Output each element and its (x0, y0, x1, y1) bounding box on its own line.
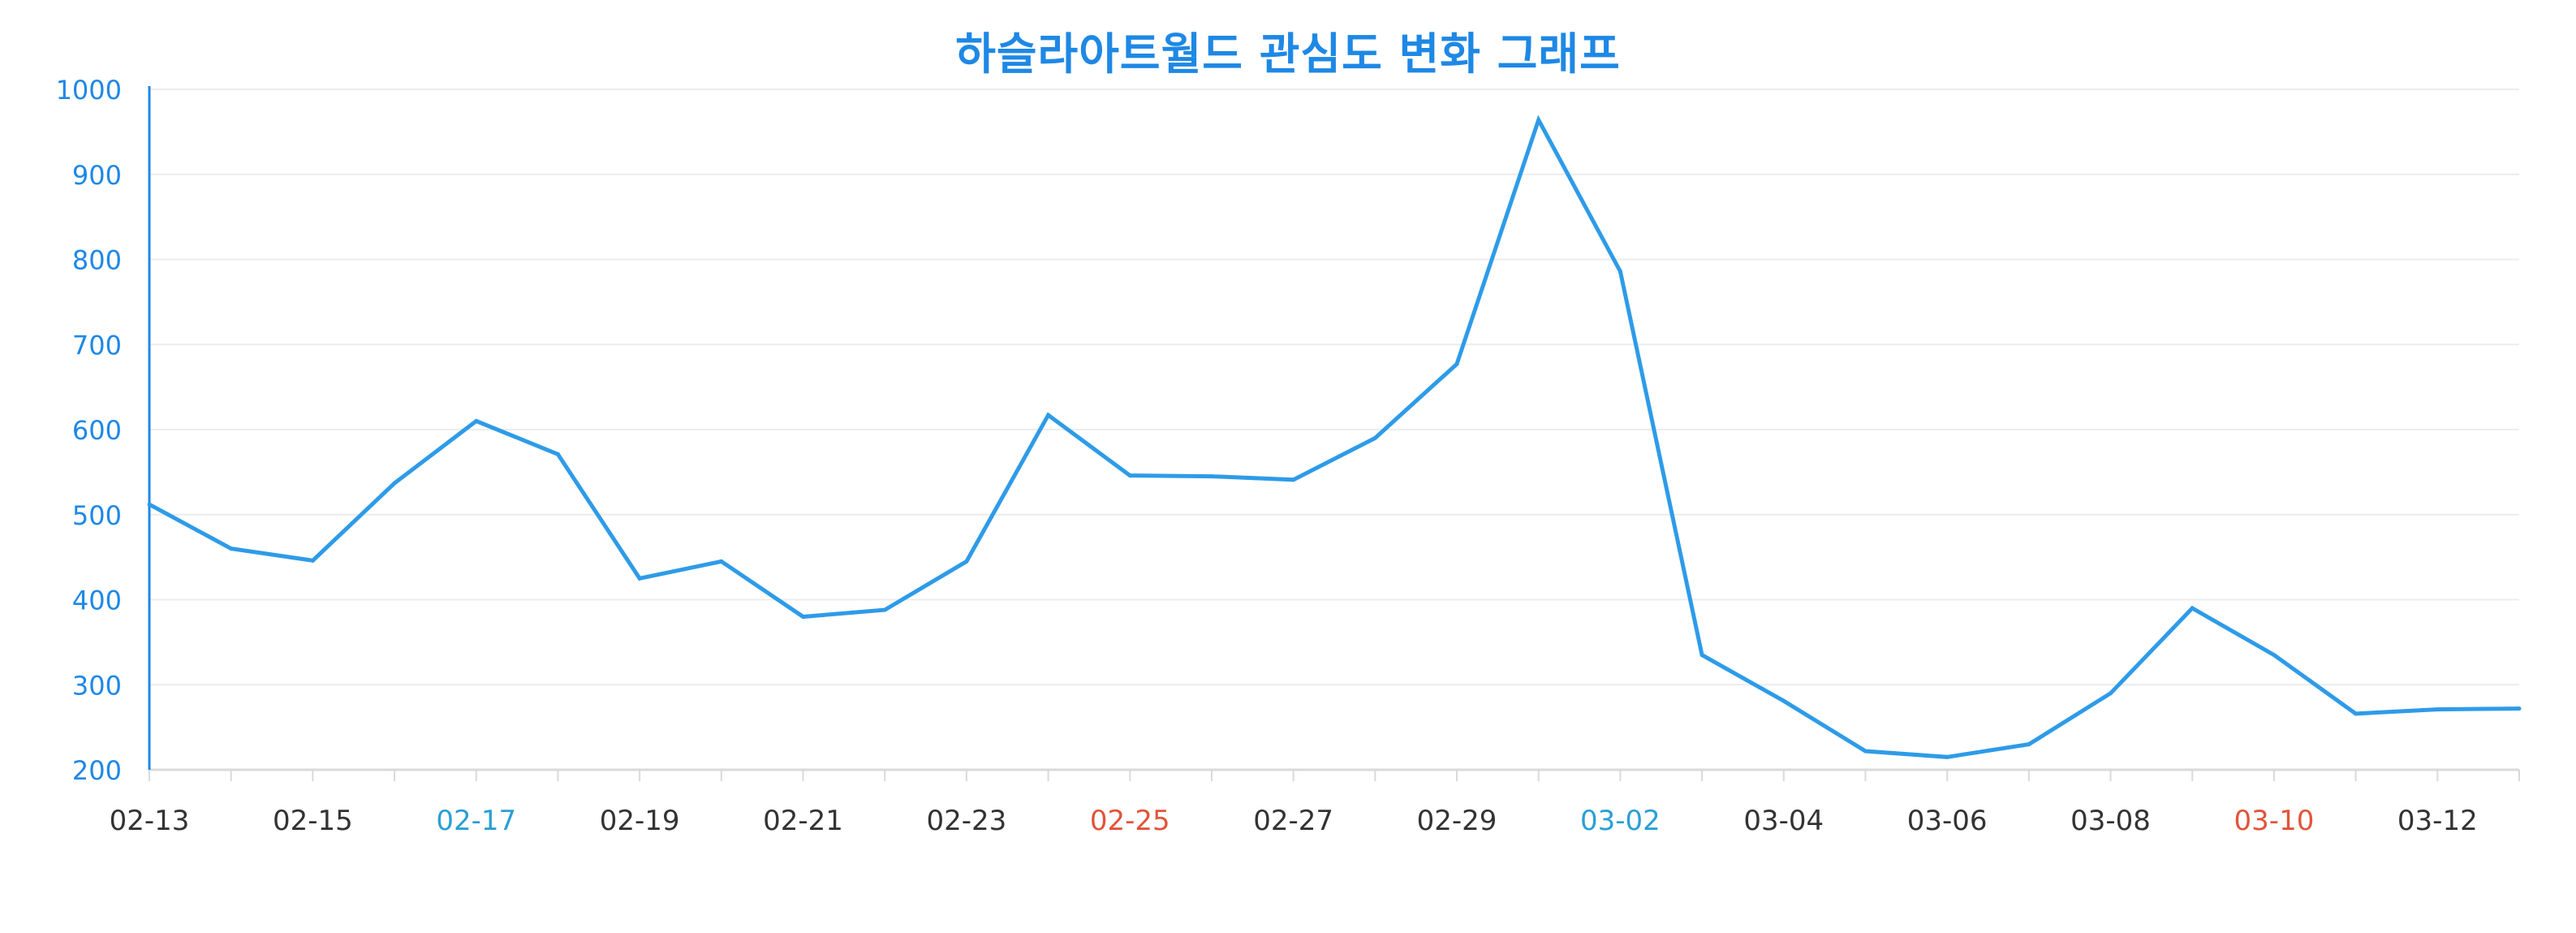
y-tick-label: 500 (72, 500, 122, 531)
y-tick-label: 900 (72, 160, 122, 191)
x-tick-label: 02-23 (926, 805, 1006, 837)
x-tick-labels: 02-13 02-15 02-17 02-19 02-21 02-23 02-25 02-27… (110, 805, 2478, 837)
data-point (801, 614, 806, 619)
y-tick-label: 400 (72, 585, 122, 616)
data-point (1618, 269, 1622, 274)
data-point (637, 576, 642, 581)
data-point (1781, 698, 1786, 703)
x-tick-label: 02-29 (1417, 805, 1497, 837)
y-tick-label: 600 (72, 415, 122, 446)
data-point (1536, 118, 1541, 123)
data-point (1291, 477, 1296, 482)
series-layer (147, 114, 2522, 759)
x-tick-label: 03-04 (1743, 805, 1824, 837)
x-tick-label: 02-27 (1253, 805, 1333, 837)
x-tick-label: 02-25 (1090, 805, 1170, 837)
y-tick-label: 1000 (56, 75, 122, 106)
x-tick-label: 02-19 (600, 805, 680, 837)
y-tick-labels: 200 300 400 500 600 700 800 900 1000 (56, 75, 122, 786)
data-point (1699, 653, 1704, 658)
data-point (310, 558, 315, 563)
x-tick-label: 02-17 (436, 805, 516, 837)
data-point (1209, 474, 1214, 479)
data-point (1127, 473, 1132, 478)
data-point (147, 502, 152, 507)
data-point (555, 451, 560, 456)
data-point (2354, 711, 2358, 716)
data-point (1046, 413, 1051, 417)
data-point (2109, 691, 2113, 696)
data-point (2517, 706, 2522, 711)
series-line (148, 114, 2520, 759)
axes (148, 86, 2520, 781)
data-point (1863, 749, 1867, 754)
chart-title: 하슬라아트월드 관심도 변화 그래프 (955, 28, 1621, 80)
x-tick-label: 03-12 (2397, 805, 2478, 837)
y-tick-label: 800 (72, 245, 122, 276)
data-point (2272, 653, 2277, 658)
data-point (964, 559, 969, 564)
data-point (1372, 435, 1377, 440)
x-tick-label: 03-06 (1907, 805, 1988, 837)
data-point (2435, 707, 2440, 712)
y-tick-label: 200 (72, 755, 122, 786)
x-tick-label: 02-15 (273, 805, 353, 837)
data-point (882, 607, 887, 612)
data-point (719, 559, 724, 564)
x-tick-label: 03-10 (2234, 805, 2315, 837)
grid-lines (149, 89, 2519, 686)
x-tick-label: 02-21 (763, 805, 843, 837)
y-tick-label: 700 (72, 330, 122, 361)
x-tick-label: 03-02 (1580, 805, 1661, 837)
y-tick-label: 300 (72, 670, 122, 701)
x-tick-label: 02-13 (110, 805, 190, 837)
data-point (2190, 606, 2195, 611)
data-point (474, 419, 479, 424)
data-point (229, 546, 234, 551)
data-point (1454, 361, 1459, 366)
data-point (1945, 754, 1949, 759)
data-point (392, 481, 397, 486)
x-tick-label: 03-08 (2070, 805, 2151, 837)
data-point (2027, 742, 2031, 747)
